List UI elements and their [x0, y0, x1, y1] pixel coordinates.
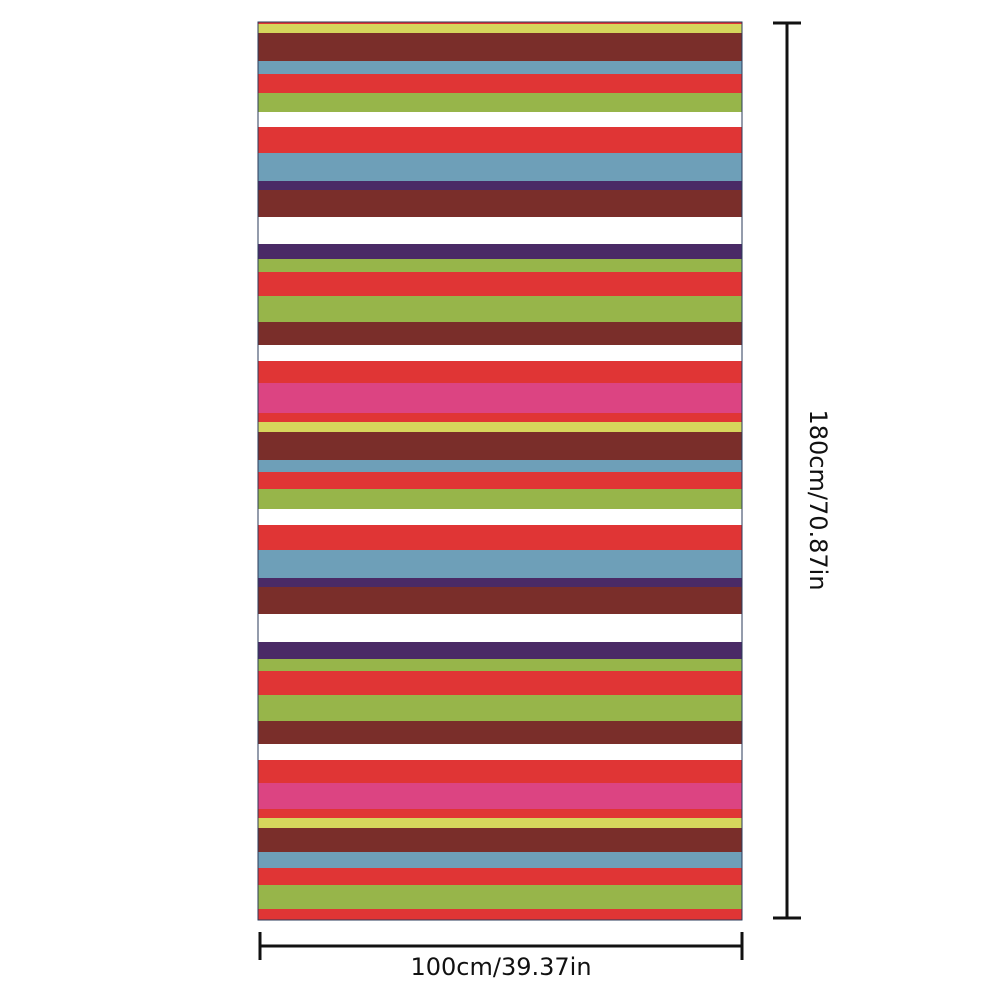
- towel-outline: [257, 21, 743, 921]
- stripe: [258, 190, 742, 217]
- stripe: [258, 74, 742, 93]
- stripe: [258, 744, 742, 760]
- stripe: [258, 93, 742, 112]
- stripe: [258, 489, 742, 509]
- stripe: [258, 828, 742, 852]
- width-label: 100cm/39.37in: [410, 953, 591, 981]
- stripe: [258, 868, 742, 885]
- stripe: [258, 614, 742, 642]
- stripe: [258, 422, 742, 432]
- stripe: [258, 61, 742, 74]
- stripe: [258, 659, 742, 671]
- stripe: [258, 383, 742, 413]
- stripe: [258, 33, 742, 61]
- stripe: [258, 181, 742, 190]
- stripe: [258, 721, 742, 744]
- stripe: [258, 322, 742, 345]
- striped-towel: [258, 22, 742, 920]
- stripe: [258, 217, 742, 244]
- stripe: [258, 642, 742, 659]
- stripe: [258, 153, 742, 181]
- stripe: [258, 472, 742, 489]
- height-label: 180cm/70.87in: [804, 409, 832, 590]
- stripe: [258, 550, 742, 578]
- stripe: [258, 361, 742, 383]
- stripe: [258, 578, 742, 587]
- stripe: [258, 885, 742, 909]
- stripe: [258, 760, 742, 783]
- stripe: [258, 587, 742, 614]
- stripe: [258, 818, 742, 828]
- stripe: [258, 22, 742, 24]
- stripe: [258, 244, 742, 259]
- stripe: [258, 259, 742, 272]
- stripe: [258, 127, 742, 153]
- stripe: [258, 509, 742, 525]
- stripe: [258, 432, 742, 460]
- stripe: [258, 345, 742, 361]
- stripe: [258, 909, 742, 920]
- stripe: [258, 460, 742, 472]
- stripe: [258, 783, 742, 809]
- stripe: [258, 24, 742, 33]
- stripe: [258, 525, 742, 550]
- stripe: [258, 695, 742, 721]
- stripe: [258, 671, 742, 695]
- stripe: [258, 272, 742, 296]
- stripe: [258, 413, 742, 422]
- stripe: [258, 112, 742, 127]
- stripe: [258, 852, 742, 868]
- stripe: [258, 296, 742, 322]
- stripe: [258, 809, 742, 818]
